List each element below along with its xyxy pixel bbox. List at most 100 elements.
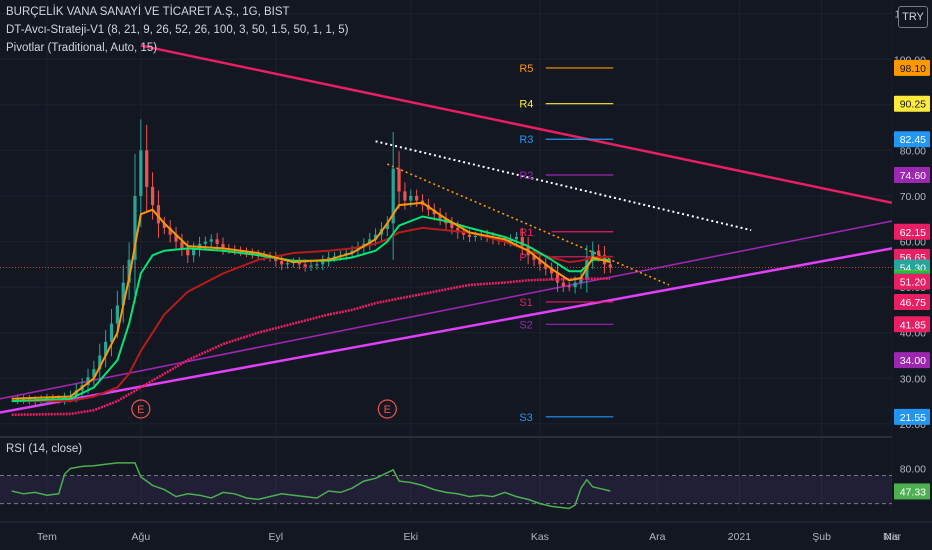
candle-body <box>92 369 96 378</box>
candle-body <box>98 355 102 370</box>
price-label-text: 21.55 <box>900 412 926 424</box>
candle-body <box>285 263 290 265</box>
candle-body <box>215 239 219 244</box>
ema-fast-line <box>11 201 611 400</box>
candle-body <box>591 250 595 260</box>
candle-body <box>174 234 178 242</box>
candle-body <box>115 305 119 324</box>
rsi-panel <box>0 462 892 510</box>
candle-body <box>145 150 149 187</box>
candle-body <box>368 239 372 244</box>
indicator-strategy-label[interactable]: DT-Avcı-Strateji-V1 (8, 21, 9, 26, 52, 2… <box>6 24 349 36</box>
candle-body <box>508 239 513 242</box>
time-tick-label: Tem <box>37 531 57 543</box>
candle-body <box>462 232 466 235</box>
candle-body <box>596 250 601 256</box>
candle-body <box>409 195 413 201</box>
candle-body <box>121 282 125 306</box>
candle-body <box>309 265 313 267</box>
price-label-text: 46.75 <box>900 297 926 309</box>
price-label-tag <box>894 316 930 333</box>
price-label-text: 62.15 <box>900 227 926 239</box>
event-marker <box>377 399 397 419</box>
pivot-label-r2: R2 <box>519 170 533 182</box>
price-label-text: 90.25 <box>900 99 926 111</box>
candle-body <box>133 195 137 260</box>
pivot-label-r3: R3 <box>519 134 533 146</box>
candle-body <box>385 223 389 230</box>
candle-body <box>221 243 225 249</box>
candle-body <box>350 250 354 253</box>
pivot-label-r5: R5 <box>519 63 533 75</box>
trend-lines <box>0 44 893 414</box>
candle-body <box>373 234 378 240</box>
candle-body <box>544 264 548 269</box>
dotted-trend-line <box>375 140 752 232</box>
candle-body <box>456 227 460 233</box>
candle-body <box>192 249 196 256</box>
price-tick-label: 30.00 <box>900 373 926 385</box>
price-label-text: 98.10 <box>900 63 926 75</box>
time-tick-label: Şub <box>812 531 831 543</box>
candle-body <box>532 255 536 260</box>
candle-body <box>104 341 108 356</box>
pivot-label-r4: R4 <box>519 99 533 111</box>
rsi-current-label: 47.33 <box>900 486 926 498</box>
candle-body <box>555 273 560 283</box>
price-label-tag <box>894 131 930 148</box>
candle-body <box>514 237 519 240</box>
indicator-pivots-label[interactable]: Pivotlar (Traditional, Auto, 15) <box>6 42 158 54</box>
price-label-tag <box>894 167 930 184</box>
candle-body <box>567 286 571 288</box>
candle-body <box>391 168 395 224</box>
time-tick-label: Eki <box>403 531 418 543</box>
candle-body <box>579 278 583 283</box>
price-label-tag <box>894 95 930 112</box>
candle-body <box>608 264 612 268</box>
time-tick-label: Ara <box>649 531 666 543</box>
rsi-tick-label: 80.00 <box>900 464 926 476</box>
candle-body <box>561 282 565 287</box>
price-label-tag <box>894 273 930 290</box>
pivot-label-r1: R1 <box>519 227 533 239</box>
candle-body <box>209 239 213 242</box>
time-tick-label: Mar <box>883 531 902 543</box>
price-label-text: 41.85 <box>900 319 926 331</box>
price-label-text: 34.00 <box>900 355 926 367</box>
rsi-current-tag <box>894 483 930 500</box>
candle-body <box>168 227 172 235</box>
candle-body <box>315 264 319 266</box>
pivot-levels: R5 R4 R3 R2 R1 P S1 S2 S3 <box>0 63 892 424</box>
candle-body <box>520 237 524 247</box>
price-label-tag <box>894 352 930 369</box>
candle-body <box>156 205 161 224</box>
candle-body <box>127 259 131 283</box>
candle-body <box>297 262 301 265</box>
candle-body <box>450 223 454 228</box>
candle-body <box>274 257 278 261</box>
candle-body <box>415 195 419 201</box>
moving-averages <box>11 201 611 417</box>
price-tick-label: 70.00 <box>900 191 926 203</box>
chart-title: BURÇELİK VANA SANAYİ VE TİCARET A.Ş., 1G… <box>6 6 290 18</box>
time-tick-label: Kas <box>531 531 549 543</box>
price-label-text: 74.60 <box>900 170 926 182</box>
pivot-label-s3: S3 <box>519 412 532 424</box>
rsi-label[interactable]: RSI (14, close) <box>6 443 83 455</box>
candle-body <box>180 241 184 249</box>
price-label-tag <box>894 408 930 425</box>
candle-body <box>86 377 90 386</box>
channel-line <box>0 220 893 400</box>
support-trend-line <box>0 247 893 414</box>
currency-button[interactable]: TRY <box>898 6 928 28</box>
grid-lines <box>0 0 932 512</box>
rsi-line <box>11 462 611 510</box>
price-tick-label: 80.00 <box>900 145 926 157</box>
candle-body <box>203 241 207 244</box>
candle-body <box>467 234 472 238</box>
candle-body <box>139 150 143 196</box>
price-label-tag <box>894 293 930 310</box>
pivot-label-p: P <box>519 252 526 264</box>
